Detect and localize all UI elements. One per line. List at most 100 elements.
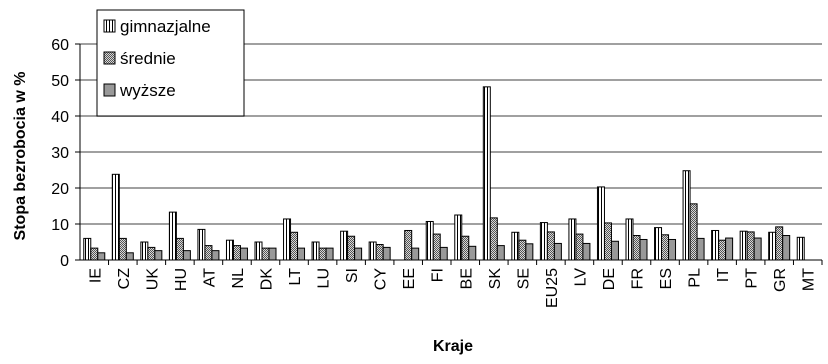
bar-gimnazjalne-FR [625,218,634,261]
bar-średnie-LU [318,247,327,261]
bar-średnie-LT [290,231,299,261]
bar-wyższe-DK [268,247,277,261]
bar-średnie-GR [775,226,784,261]
bar-wyższe-BE [468,245,477,261]
x-tick-label: SI [344,268,361,283]
bar-wyższe-AT [211,250,220,261]
x-tick-label: AT [201,268,218,287]
x-tick-label: SK [487,268,504,290]
bar-średnie-UK [147,246,156,261]
y-tick-label: 20 [51,181,69,198]
x-tick-label: EU25 [544,268,561,308]
bar-wyższe-IT [725,237,734,261]
bar-gimnazjalne-LU [311,241,320,261]
bar-średnie-PT [746,231,755,261]
y-tick-label: 30 [51,145,69,162]
y-tick-label: 50 [51,73,69,90]
legend-swatch-gimnazjalne [103,19,116,33]
bar-gimnazjalne-FI [425,220,434,261]
bar-średnie-LV [575,233,584,261]
x-tick-label: HU [173,268,190,291]
x-tick-label: GR [772,268,789,292]
bar-średnie-FR [632,235,641,261]
x-tick-label: NL [230,268,247,289]
bar-wyższe-FI [439,246,448,261]
bar-wyższe-PL [696,237,705,261]
bar-gimnazjalne-AT [197,228,206,261]
bar-średnie-PL [689,203,698,261]
y-axis-label: Stopa bezrobocia w % [12,72,29,241]
bar-średnie-DK [261,247,270,261]
axes [75,43,823,265]
legend-label-wyższe: wyższe [119,81,176,100]
bar-gimnazjalne-PL [682,170,691,261]
bar-średnie-NL [232,245,241,261]
bar-średnie-AT [204,245,213,261]
x-tick-label: CZ [116,268,133,290]
bar-średnie-BE [461,235,470,261]
bar-średnie-SE [518,239,527,261]
bar-wyższe-EE [411,247,420,261]
legend-swatch-średnie [103,51,116,65]
legend-label-gimnazjalne: gimnazjalne [120,17,211,36]
bar-gimnazjalne-PT [739,230,748,261]
bar-gimnazjalne-MT [796,236,805,261]
bar-gimnazjalne-SI [340,230,349,261]
y-tick-labels: 0 10 20 30 40 50 60 [51,37,69,270]
bar-gimnazjalne-NL [225,239,234,261]
bar-gimnazjalne-LT [283,218,292,261]
bar-średnie-EU25 [546,231,555,261]
bar-średnie-IT [718,239,727,261]
x-tick-label: FI [430,268,447,282]
x-tick-label: DK [259,268,276,291]
bar-wyższe-GR [782,235,791,261]
x-tick-label: BE [458,268,475,289]
x-tick-label: CY [373,268,390,291]
x-tick-label: EE [401,268,418,289]
legend-label-średnie: średnie [120,49,176,68]
x-tick-label: ES [658,268,675,289]
bar-średnie-EE [404,229,413,261]
bar-wyższe-ES [668,238,677,261]
bar-gimnazjalne-EU25 [539,222,548,261]
bar-gimnazjalne-GR [768,231,777,261]
bar-wyższe-LV [582,242,591,261]
legend-swatch-wyższe [103,83,116,97]
x-tick-label: LU [316,268,333,288]
bar-wyższe-DE [610,240,619,261]
bar-gimnazjalne-CY [368,241,377,261]
x-tick-label: UK [144,268,161,291]
bar-średnie-IE [90,247,99,261]
bar-gimnazjalne-ES [654,227,663,261]
bar-gimnazjalne-HU [168,211,177,261]
x-tick-label: LT [287,268,304,286]
bar-gimnazjalne-UK [140,241,149,261]
x-tick-label: LV [572,268,589,287]
bar-gimnazjalne-CZ [111,173,120,261]
x-tick-label: IE [87,268,104,283]
y-tick-label: 0 [60,253,69,270]
bar-średnie-FI [432,233,441,261]
bar-wyższe-NL [239,247,248,261]
bar-średnie-SI [347,235,356,261]
bar-gimnazjalne-DK [254,241,263,261]
bar-średnie-ES [661,234,670,261]
x-tick-label: PL [687,268,704,288]
bar-średnie-SK [489,217,498,261]
bar-gimnazjalne-IT [711,229,720,261]
bar-wyższe-IE [97,252,106,261]
x-tick-labels: IE CZ UK HU AT NL DK LT LU SI CY EE FI BE SK SE EU25 LV DE… [87,268,817,308]
bar-gimnazjalne-IE [83,237,92,261]
bar-wyższe-SE [525,243,534,261]
bar-średnie-CZ [118,237,127,261]
bar-gimnazjalne-LV [568,218,577,261]
bar-gimnazjalne-DE [596,186,605,261]
x-tick-label: PT [744,268,761,289]
x-axis-label: Kraje [433,338,473,355]
bar-gimnazjalne-SK [482,86,491,261]
x-tick-label: MT [801,268,818,291]
bar-wyższe-HU [182,250,191,261]
bar-średnie-CY [375,244,384,261]
y-tick-label: 10 [51,217,69,234]
